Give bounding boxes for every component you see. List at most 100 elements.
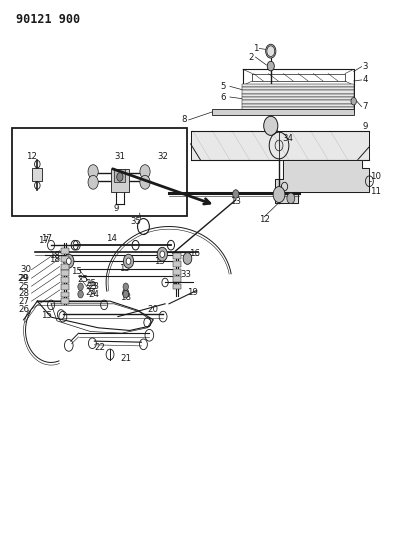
Text: 17: 17	[171, 277, 182, 286]
Text: 18: 18	[120, 293, 131, 302]
Text: 9: 9	[363, 123, 368, 131]
Text: 17: 17	[41, 235, 52, 243]
Circle shape	[66, 258, 71, 264]
Bar	[173, 269, 181, 275]
Text: 4: 4	[363, 76, 368, 84]
Circle shape	[267, 46, 275, 56]
Text: 13: 13	[230, 197, 241, 206]
Text: 32: 32	[158, 152, 169, 161]
Circle shape	[160, 251, 165, 257]
Bar	[61, 270, 69, 276]
Text: 12: 12	[259, 215, 270, 224]
Circle shape	[183, 253, 192, 264]
Text: 17: 17	[38, 237, 49, 245]
Circle shape	[88, 175, 98, 189]
Text: 25: 25	[77, 275, 88, 284]
Text: 3: 3	[363, 62, 368, 71]
Circle shape	[126, 258, 131, 264]
Bar	[242, 94, 354, 97]
Text: 26: 26	[18, 305, 29, 313]
Text: 7: 7	[363, 102, 368, 111]
Circle shape	[140, 165, 150, 179]
Text: 18: 18	[49, 255, 60, 264]
Circle shape	[123, 283, 129, 290]
Text: 19: 19	[187, 288, 198, 296]
Circle shape	[264, 116, 278, 135]
Text: 27: 27	[18, 297, 29, 305]
Text: 16: 16	[189, 249, 200, 257]
Bar	[242, 87, 354, 90]
Text: 10: 10	[370, 173, 381, 181]
Bar	[242, 90, 354, 94]
Circle shape	[123, 289, 129, 297]
Circle shape	[267, 61, 274, 71]
Text: 24: 24	[86, 288, 97, 296]
Bar	[12, 128, 187, 216]
Bar	[61, 264, 69, 270]
Circle shape	[157, 247, 167, 261]
Circle shape	[64, 254, 74, 268]
Bar	[242, 84, 354, 87]
Text: 21: 21	[120, 354, 131, 362]
Text: 23: 23	[88, 282, 99, 290]
Circle shape	[351, 98, 356, 105]
Bar	[212, 109, 354, 115]
Text: 29: 29	[17, 274, 28, 282]
Text: 30: 30	[20, 265, 31, 274]
Text: 31: 31	[114, 152, 125, 161]
Text: 15: 15	[71, 268, 82, 276]
Text: 15: 15	[154, 257, 165, 265]
Bar	[114, 169, 125, 182]
Text: 24: 24	[88, 290, 99, 298]
Bar	[191, 131, 369, 160]
Bar	[242, 107, 354, 110]
Polygon shape	[275, 160, 369, 203]
Text: 1: 1	[253, 44, 258, 53]
Bar	[242, 104, 354, 107]
Bar	[61, 248, 69, 254]
Bar	[61, 292, 69, 297]
Text: 6: 6	[220, 93, 226, 101]
Bar	[32, 168, 42, 181]
Text: 90121 900: 90121 900	[16, 13, 80, 26]
Bar	[242, 100, 354, 103]
Circle shape	[78, 290, 83, 298]
Circle shape	[123, 254, 134, 268]
Text: 14: 14	[106, 235, 117, 243]
Text: 18: 18	[49, 252, 60, 260]
Circle shape	[88, 165, 98, 179]
Text: 25: 25	[18, 282, 29, 290]
Bar	[242, 110, 354, 114]
Text: 11: 11	[370, 188, 381, 196]
Text: 29: 29	[18, 274, 29, 282]
Bar	[173, 276, 181, 282]
Text: 2: 2	[248, 53, 253, 61]
Text: 5: 5	[220, 82, 226, 91]
Text: 8: 8	[181, 116, 187, 124]
Bar	[173, 261, 181, 267]
Circle shape	[273, 187, 285, 203]
Text: 12: 12	[26, 152, 37, 161]
Bar	[61, 277, 69, 283]
Circle shape	[233, 190, 239, 198]
Text: 25: 25	[85, 279, 96, 288]
Circle shape	[78, 283, 83, 290]
Text: 35: 35	[130, 217, 141, 226]
Bar	[173, 284, 181, 289]
Text: 15: 15	[41, 311, 52, 320]
Circle shape	[287, 193, 295, 204]
Text: 34: 34	[283, 134, 294, 143]
Circle shape	[266, 44, 276, 58]
Bar	[173, 253, 181, 259]
Text: 28: 28	[18, 289, 29, 297]
Bar	[111, 169, 129, 192]
Bar	[61, 298, 69, 304]
Text: 15: 15	[119, 264, 130, 273]
Text: 9: 9	[113, 205, 119, 213]
Bar	[242, 97, 354, 100]
Circle shape	[117, 173, 123, 181]
Text: 22: 22	[94, 343, 105, 352]
Text: 23: 23	[87, 282, 98, 291]
Circle shape	[140, 175, 150, 189]
Circle shape	[123, 290, 129, 298]
